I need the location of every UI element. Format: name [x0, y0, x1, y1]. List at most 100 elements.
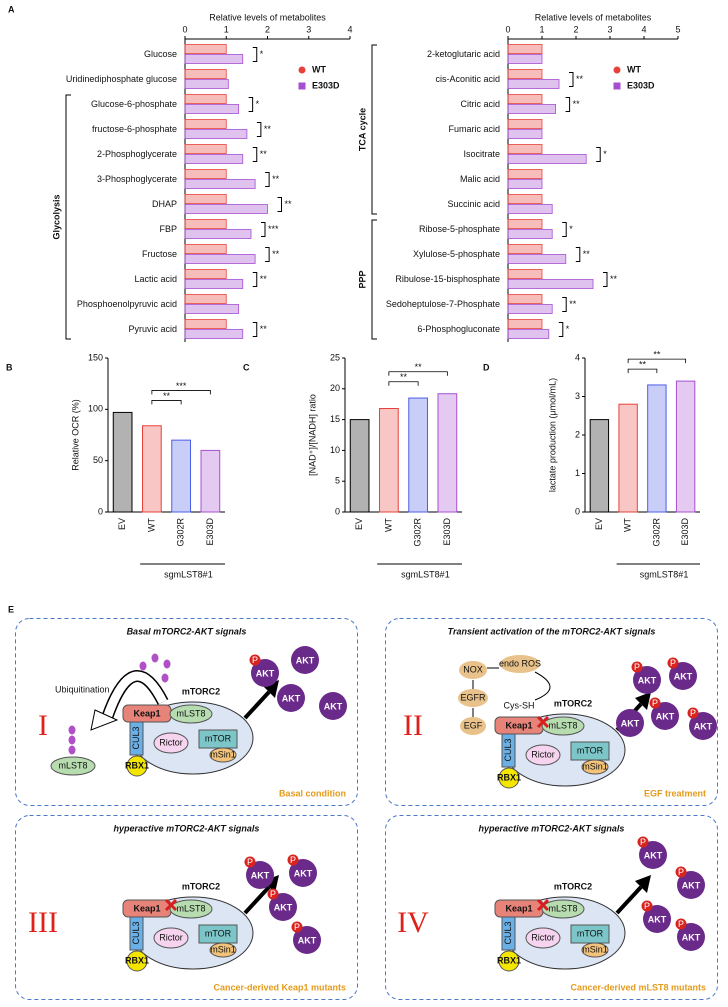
released-mlst8 — [50, 756, 96, 776]
category-label: Ribulose-15-bisphosphate — [395, 274, 500, 284]
comparison-label: ** — [163, 391, 171, 401]
bar — [184, 219, 227, 229]
ubiquitin — [68, 745, 76, 755]
keap1-label: Keap1 — [505, 720, 532, 730]
panel-title: hyperactive mTORC2-AKT signals — [114, 823, 260, 833]
cys-label: Cys-SH — [504, 700, 535, 710]
category-label: Phosphoenolpyruvic acid — [77, 299, 177, 309]
bar — [184, 44, 227, 54]
bar — [675, 380, 696, 513]
blocked-mark — [536, 898, 550, 912]
significance-bracket — [252, 272, 258, 287]
akt — [689, 712, 717, 740]
bar — [184, 204, 268, 214]
group-bracket — [371, 44, 377, 215]
bar — [507, 244, 543, 254]
category-label: 6-Phosphogluconate — [417, 324, 500, 334]
akt — [669, 662, 697, 690]
x-tick-label: EV — [354, 518, 364, 530]
rbx1 — [126, 755, 148, 777]
panel-label: E — [8, 604, 14, 614]
panel-label: D — [483, 362, 490, 372]
group-label: PPP — [357, 270, 367, 288]
activation-arrow — [243, 885, 271, 915]
legend-label: WT — [312, 64, 326, 74]
ubiquitin — [139, 661, 147, 671]
group-bracket — [371, 219, 377, 340]
akt-label: AKT — [656, 711, 675, 721]
cul3 — [129, 916, 144, 951]
significance-bracket — [252, 47, 258, 62]
msin1-label: mSin1 — [210, 944, 236, 954]
msin1 — [581, 759, 609, 775]
bar — [171, 439, 191, 513]
x-tick-label: 0 — [505, 24, 510, 34]
ubiquitin — [151, 653, 159, 663]
comparison-bracket — [388, 371, 448, 376]
ubiquitin — [163, 659, 171, 669]
x-tick-label: E303D — [442, 518, 452, 546]
ubiquitin — [68, 725, 76, 735]
diagram-panel: hyperactive mTORC2-AKT signals IV mTORC2 Ke… — [385, 815, 718, 1000]
phospho-label: P — [290, 855, 296, 865]
comparison-bracket — [388, 381, 419, 386]
significance-label: ** — [272, 249, 280, 259]
x-tick-label: E303D — [205, 518, 215, 546]
phospho — [687, 707, 699, 719]
x-tick-label: G302R — [176, 518, 186, 547]
significance-label: * — [566, 324, 570, 334]
bar — [589, 419, 610, 513]
y-tick-label: 100 — [88, 404, 103, 414]
rictor-label: Rictor — [159, 737, 183, 747]
significance-label: * — [260, 49, 264, 59]
significance-bracket — [261, 222, 266, 237]
rbx1 — [498, 950, 520, 972]
rbx1-label: RBX1 — [125, 760, 149, 770]
phospho-label: P — [678, 919, 684, 929]
phospho-label: P — [634, 662, 640, 672]
bar — [184, 144, 227, 154]
akt — [293, 926, 321, 954]
ubiquitin — [68, 735, 76, 745]
mtor — [570, 741, 610, 761]
comparison-label: *** — [176, 381, 187, 391]
keap1-label: Keap1 — [505, 903, 532, 913]
group-label: sgmLST8#1 — [164, 569, 213, 579]
msin1-label: mSin1 — [210, 749, 236, 759]
rictor — [153, 732, 189, 754]
legend-marker — [298, 82, 306, 90]
mtor-label: mTOR — [205, 733, 232, 743]
condition-label: EGF treatment — [644, 788, 706, 798]
rictor — [153, 927, 189, 949]
bar — [184, 254, 256, 264]
akt — [677, 923, 705, 951]
bar — [379, 408, 399, 513]
bar — [408, 397, 428, 513]
panel-frame — [15, 815, 358, 1000]
x-tick-label: EV — [594, 518, 604, 530]
phospho — [287, 854, 299, 866]
bar — [184, 319, 227, 329]
category-label: Xylulose-5-phosphate — [413, 249, 500, 259]
msin1 — [581, 942, 609, 958]
bar — [184, 269, 227, 279]
blocked-mark — [536, 715, 550, 729]
legend-marker — [613, 66, 621, 74]
category-label: Sedoheptulose-7-Phosphate — [386, 299, 500, 309]
rbx1-label: RBX1 — [125, 955, 149, 965]
bar — [507, 269, 543, 279]
bar — [507, 254, 567, 264]
bar — [184, 94, 227, 104]
mtor — [198, 729, 238, 749]
category-label: Glucose-6-phosphate — [91, 99, 177, 109]
significance-bracket — [569, 72, 574, 87]
significance-bracket — [562, 297, 567, 312]
ros-signal — [534, 671, 551, 701]
x-tick-label: 2 — [573, 24, 578, 34]
bar — [184, 154, 244, 164]
y-tick-label: 0 — [335, 506, 340, 516]
ros-label: endo ROS — [499, 658, 541, 668]
significance-label: ** — [260, 274, 268, 284]
significance-label: ** — [610, 274, 618, 284]
